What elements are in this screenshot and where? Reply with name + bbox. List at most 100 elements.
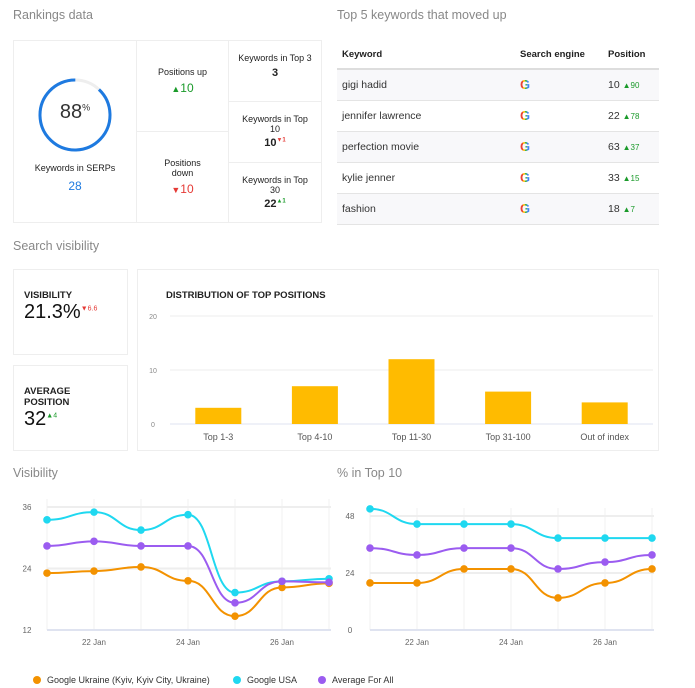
serp-percent: 88 (59, 101, 83, 123)
position-change: 78 (630, 111, 640, 121)
data-point (601, 534, 609, 542)
legend-label: Google USA (247, 675, 298, 685)
google-icon: G (520, 201, 531, 216)
data-point (366, 505, 374, 513)
up-arrow-icon: ▲ (622, 204, 631, 214)
position-cell: 63 ▲37 (603, 131, 659, 163)
keywords-table: Keyword Search engine Position gigi hadid … (337, 40, 659, 225)
bar (485, 391, 532, 424)
y-tick-label: 10 (149, 368, 157, 375)
data-point (460, 565, 468, 573)
position-change: 15 (630, 173, 640, 183)
position-value: 10 (608, 78, 620, 91)
data-point (648, 534, 656, 542)
y-tick-label: 0 (348, 626, 353, 635)
distribution-title: DISTRIBUTION OF TOP POSITIONS (166, 290, 326, 301)
data-point (366, 544, 374, 552)
y-tick-label: 20 (149, 314, 157, 321)
data-point (184, 542, 192, 550)
data-point (184, 510, 192, 519)
col-position: Position (603, 40, 659, 70)
up-arrow-icon: ▲ (46, 412, 54, 420)
y-tick-label: 24 (23, 565, 32, 574)
visibility-change: 6.6 (87, 305, 98, 313)
position-value: 22 (608, 109, 620, 122)
x-tick-label: 24 Jan (499, 638, 523, 647)
keyword-cell: gigi hadid (337, 69, 515, 101)
down-arrow-icon: ▼ (80, 305, 88, 313)
y-tick-label: 48 (346, 512, 355, 521)
data-point (507, 565, 515, 573)
legend-dot (33, 676, 41, 684)
data-point (413, 551, 421, 559)
legend-item-ukraine[interactable]: Google Ukraine (Kyiv, Kyiv City, Ukraine… (33, 675, 210, 685)
up-arrow-icon: ▲ (622, 173, 631, 183)
google-icon: G (520, 108, 531, 123)
average-position-value: 32 (24, 408, 47, 430)
data-point (601, 579, 609, 587)
table-row[interactable]: jennifer lawrence G 22 ▲78 (337, 100, 659, 132)
serp-value: 28 (68, 179, 82, 193)
keywords-title: Top 5 keywords that moved up (337, 8, 507, 22)
search-engine-cell: G (515, 162, 603, 194)
x-tick-label: 26 Jan (593, 638, 617, 647)
up-arrow-icon: ▲ (622, 142, 631, 152)
search-engine-cell: G (515, 193, 603, 225)
position-change: 37 (630, 142, 640, 152)
bar (388, 359, 435, 424)
position-cell: 10 ▲90 (603, 69, 659, 101)
keyword-cell: jennifer lawrence (337, 100, 515, 132)
legend-dot (233, 676, 241, 684)
top30-change: 1 (282, 198, 286, 205)
legend-dot (318, 676, 326, 684)
bar (195, 407, 242, 424)
up-arrow-icon: ▲ (622, 80, 631, 90)
data-point (231, 588, 239, 597)
search-visibility-title: Search visibility (13, 239, 100, 253)
legend-item-average[interactable]: Average For All (318, 675, 393, 685)
serp-ring (38, 78, 112, 152)
data-point (43, 569, 51, 577)
bar (581, 402, 628, 424)
search-engine-cell: G (515, 100, 603, 132)
table-row[interactable]: kylie jenner G 33 ▲15 (337, 162, 659, 194)
visibility-card: VISIBILITY 21.3%▼6.6 (13, 269, 128, 355)
table-row[interactable]: fashion G 18 ▲7 (337, 193, 659, 225)
serp-cell: 88% Keywords in SERPs 28 (13, 40, 137, 223)
top10-label: Keywords in Top 10 (242, 114, 308, 134)
x-tick-label: Top 4-10 (297, 432, 332, 442)
data-point (648, 551, 656, 559)
top3-label: Keywords in Top 3 (238, 53, 312, 63)
average-position-label: AVERAGE POSITION (24, 386, 71, 408)
down-arrow-icon: ▼ (276, 137, 283, 144)
google-icon: G (520, 139, 531, 154)
data-point (90, 567, 98, 575)
top30-cell: Keywords in Top 30 22▲1 (228, 162, 322, 223)
up-arrow-icon: ▲ (171, 84, 181, 94)
search-engine-cell: G (515, 131, 603, 163)
data-point (137, 542, 145, 550)
data-point (413, 579, 421, 587)
serp-label: Keywords in SERPs (34, 163, 116, 173)
data-point (460, 544, 468, 552)
top10-value: 10 (264, 137, 277, 149)
rankings-title: Rankings data (13, 8, 93, 22)
data-point (137, 563, 145, 571)
table-row[interactable]: perfection movie G 63 ▲37 (337, 131, 659, 163)
visibility-label: VISIBILITY (24, 290, 73, 301)
average-position-change: 4 (53, 412, 58, 420)
data-point (648, 565, 656, 573)
data-point (366, 579, 374, 587)
position-cell: 18 ▲7 (603, 193, 659, 225)
data-point (90, 537, 98, 546)
search-engine-cell: G (515, 69, 603, 101)
data-point (231, 599, 239, 607)
positions-down-label: Positions down (164, 158, 201, 178)
table-row[interactable]: gigi hadid G 10 ▲90 (337, 69, 659, 101)
positions-down-value: 10 (180, 182, 194, 196)
x-tick-label: Top 31-100 (486, 432, 531, 442)
position-value: 33 (608, 171, 620, 184)
data-point (137, 526, 145, 534)
y-tick-label: 24 (346, 569, 355, 578)
legend-item-usa[interactable]: Google USA (233, 675, 297, 685)
